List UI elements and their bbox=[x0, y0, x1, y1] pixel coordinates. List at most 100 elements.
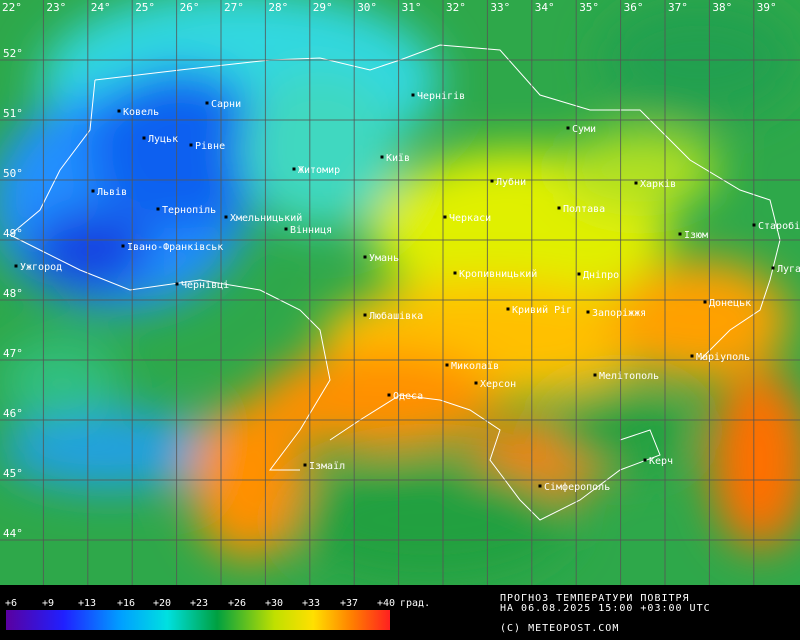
lon-label: 22° bbox=[2, 1, 22, 14]
city-label: Полтава bbox=[563, 204, 605, 215]
lon-label: 23° bbox=[46, 1, 66, 14]
lon-label: 31° bbox=[402, 1, 422, 14]
city-dot bbox=[303, 463, 307, 467]
lon-label: 26° bbox=[180, 1, 200, 14]
lat-label: 47° bbox=[3, 347, 23, 360]
legend-label: +33 bbox=[302, 598, 320, 609]
city-dot bbox=[142, 136, 146, 140]
lon-label: 35° bbox=[579, 1, 599, 14]
city-dot bbox=[634, 181, 638, 185]
lon-label: 27° bbox=[224, 1, 244, 14]
lon-label: 34° bbox=[535, 1, 555, 14]
city-dot bbox=[643, 458, 647, 462]
city-label: Ізмаїл bbox=[309, 461, 345, 472]
lat-label: 48° bbox=[3, 287, 23, 300]
city-dot bbox=[175, 282, 179, 286]
city-dot bbox=[577, 272, 581, 276]
legend-label: +30 bbox=[265, 598, 283, 609]
city-dot bbox=[121, 244, 125, 248]
city-dot bbox=[538, 484, 542, 488]
city-label: Маріуполь bbox=[696, 351, 750, 363]
city-label: Рівне bbox=[195, 140, 225, 152]
city-dot bbox=[14, 264, 18, 268]
city-label: Кривий Ріг bbox=[512, 304, 572, 316]
city-dot bbox=[224, 215, 228, 219]
grid bbox=[0, 0, 800, 585]
city-label: Умань bbox=[369, 253, 399, 264]
lat-label: 46° bbox=[3, 407, 23, 420]
city-label: Дніпро bbox=[583, 269, 619, 281]
city-label: Чернігів bbox=[417, 90, 465, 102]
labels: 22° 23° 24° 25° 26° 27° 28° 29° 30° 31° 32° 33° 34° 3… bbox=[2, 1, 800, 540]
lon-label: 32° bbox=[446, 1, 466, 14]
lat-label: 45° bbox=[3, 467, 23, 480]
lon-label: 24° bbox=[91, 1, 111, 14]
lon-label: 38° bbox=[712, 1, 732, 14]
city-dot bbox=[752, 223, 756, 227]
city-label: Суми bbox=[572, 124, 596, 135]
city-dot bbox=[443, 215, 447, 219]
city-label: Сімферополь bbox=[544, 481, 610, 493]
lat-label: 49° bbox=[3, 227, 23, 240]
lat-label: 44° bbox=[3, 527, 23, 540]
legend-label: +9 bbox=[42, 598, 54, 609]
legend-unit: град. bbox=[400, 598, 430, 609]
city-dot bbox=[506, 307, 510, 311]
lon-label: 37° bbox=[668, 1, 688, 14]
city-label: Харків bbox=[640, 178, 676, 190]
legend-label: +40 bbox=[377, 598, 395, 609]
city-dot bbox=[445, 363, 449, 367]
city-label: Мелітополь bbox=[599, 370, 659, 382]
city-label: Чернівці bbox=[181, 279, 229, 291]
city-dot bbox=[474, 381, 478, 385]
city-label: Хмельницький bbox=[230, 212, 302, 224]
city-label: Київ bbox=[386, 153, 410, 164]
legend-label: +13 bbox=[78, 598, 96, 609]
legend-bar bbox=[6, 610, 390, 630]
city-dot bbox=[490, 179, 494, 183]
border bbox=[9, 79, 331, 471]
footer-copyright: (C) METEOPOST.COM bbox=[500, 623, 619, 634]
legend-label: +26 bbox=[228, 598, 246, 609]
city-label: Лубни bbox=[496, 176, 526, 188]
city-dot bbox=[453, 271, 457, 275]
city-dot bbox=[189, 143, 193, 147]
city-label: Ужгород bbox=[20, 262, 62, 273]
legend-label: +16 bbox=[117, 598, 135, 609]
city-label: Вінниця bbox=[290, 224, 332, 236]
city-label: Одеса bbox=[393, 391, 423, 402]
city-label: Луганськ bbox=[777, 264, 800, 275]
city-dot bbox=[593, 373, 597, 377]
city-label: Ізюм bbox=[684, 230, 708, 241]
city-label: Львів bbox=[97, 186, 127, 198]
legend-label: +37 bbox=[340, 598, 358, 609]
lat-label: 52° bbox=[3, 47, 23, 60]
lon-label: 33° bbox=[490, 1, 510, 14]
city-label: Івано-Франківськ bbox=[127, 241, 223, 253]
city-label: Тернопіль bbox=[162, 204, 216, 216]
temperature-field bbox=[0, 0, 800, 585]
city-label: Любашівка bbox=[369, 310, 423, 322]
footer-title: ПРОГНОЗ ТЕМПЕРАТУРИ ПОВІТРЯ bbox=[500, 593, 690, 604]
city-dot bbox=[205, 101, 209, 105]
lon-label: 25° bbox=[135, 1, 155, 14]
city-dot bbox=[91, 189, 95, 193]
city-label: Кропивницький bbox=[459, 268, 537, 280]
city-label: Ковель bbox=[123, 107, 159, 118]
city-dot bbox=[557, 206, 561, 210]
footer-date: НА 06.08.2025 15:00 +03:00 UTC bbox=[500, 603, 711, 614]
city-label: Запоріжжя bbox=[592, 307, 646, 319]
city-dot bbox=[703, 300, 707, 304]
city-dot bbox=[411, 93, 415, 97]
city-dot bbox=[117, 109, 121, 113]
lat-label: 50° bbox=[3, 167, 23, 180]
lon-label: 30° bbox=[357, 1, 377, 14]
city-dot bbox=[292, 167, 296, 171]
city-dot bbox=[363, 313, 367, 317]
lon-label: 39° bbox=[757, 1, 777, 14]
legend-label: +20 bbox=[153, 598, 171, 609]
city-label: Черкаси bbox=[449, 213, 491, 224]
city-dot bbox=[586, 310, 590, 314]
city-label: Сарни bbox=[211, 99, 241, 110]
